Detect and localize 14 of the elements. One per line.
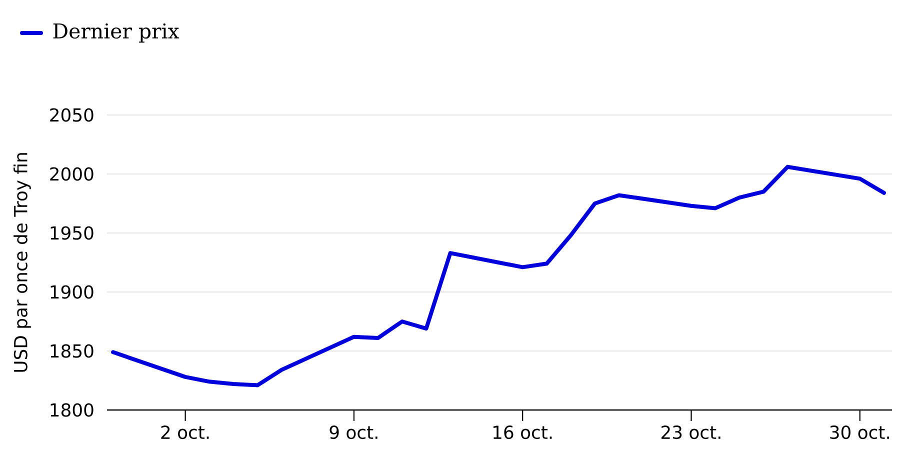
y-tick-label: 1950 xyxy=(50,226,94,240)
y-tick-label: 2050 xyxy=(50,108,94,122)
x-tick-label: 16 oct. xyxy=(494,426,552,440)
y-tick-label: 2000 xyxy=(50,167,94,181)
legend-label: Dernier prix xyxy=(53,23,180,43)
y-tick-label: 1850 xyxy=(50,344,94,358)
y-tick-label: 1900 xyxy=(50,285,94,299)
x-tick-label: 2 oct. xyxy=(161,426,209,440)
y-tick-label: 1800 xyxy=(50,403,94,417)
x-tick-label: 9 oct. xyxy=(330,426,378,440)
y-axis-title: USD par once de Troy fin xyxy=(14,153,31,372)
line-series xyxy=(111,164,886,388)
x-tick-label: 23 oct. xyxy=(662,426,720,440)
x-tick-label: 30 oct. xyxy=(830,426,889,440)
